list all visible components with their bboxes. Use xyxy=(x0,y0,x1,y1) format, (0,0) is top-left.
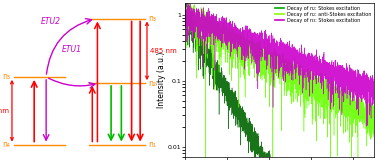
Text: 980 nm: 980 nm xyxy=(0,108,9,114)
Y-axis label: Intensity (a.u.): Intensity (a.u.) xyxy=(157,52,166,108)
Text: n₁: n₁ xyxy=(149,140,156,149)
Legend: Decay of n₂: Stokes excitation, Decay of n₂: anti-Stokes excitation, Decay of n₃: Decay of n₂: Stokes excitation, Decay of… xyxy=(274,6,372,23)
Text: ETU1: ETU1 xyxy=(62,45,82,54)
Text: n₂: n₂ xyxy=(149,79,157,88)
Text: n₃: n₃ xyxy=(149,14,157,23)
Text: 485 nm: 485 nm xyxy=(150,48,177,54)
Text: ETU2: ETU2 xyxy=(41,17,61,26)
Text: n₃: n₃ xyxy=(2,72,10,81)
Text: n₄: n₄ xyxy=(2,140,10,149)
